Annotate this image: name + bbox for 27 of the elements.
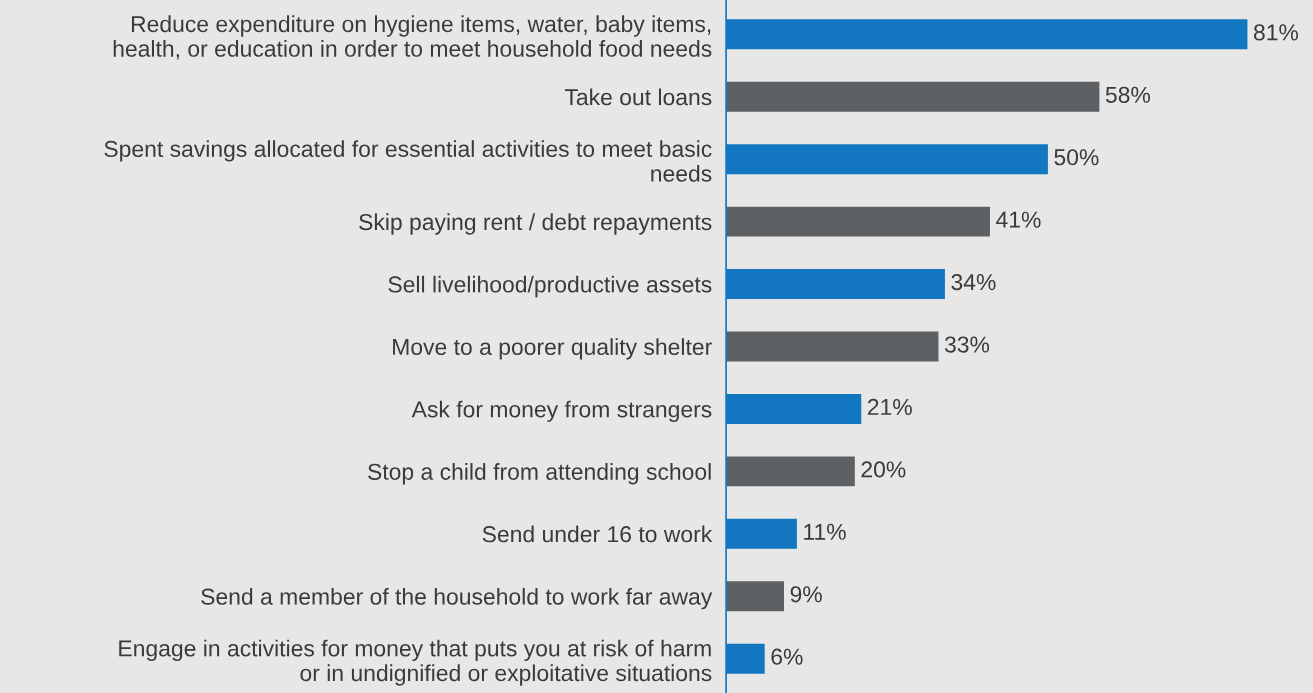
data-label: 9%: [790, 586, 822, 603]
y-tick-label: Sell livelihood/productive assets: [388, 275, 712, 298]
data-label: 58%: [1105, 86, 1150, 103]
data-label: 33%: [944, 336, 990, 353]
bar: [726, 331, 939, 362]
data-label: 34%: [951, 273, 996, 291]
y-tick-label: Send a member of the household to work far away: [201, 587, 713, 610]
y-tick-label: Move to a poorer quality shelter: [393, 338, 712, 360]
bar: [726, 81, 1100, 112]
y-tick-label: Send under 16 to work: [482, 525, 713, 543]
bar: [726, 206, 990, 237]
y-tick-label: Engage in activities for money that puts you at risk of harm or in undignified or exploitative situations: [119, 639, 712, 686]
y-tick-label: Skip paying rent / debt repayments: [359, 213, 712, 235]
bar: [726, 581, 785, 612]
y-tick-label: Ask for money from strangers: [411, 400, 712, 422]
data-label: 11%: [804, 523, 846, 540]
data-label: 50%: [1054, 149, 1099, 166]
data-label: 81%: [1253, 24, 1299, 41]
y-tick-label: Spent savings allocated for essential activities to meet basic needs: [104, 140, 712, 182]
bar: [726, 456, 855, 487]
data-label: 21%: [867, 398, 912, 415]
data-label: 20%: [861, 461, 906, 478]
data-label: 41%: [996, 211, 1041, 228]
data-label: 6%: [771, 648, 803, 665]
y-tick-label: Take out loans: [564, 88, 712, 106]
y-tick-label: Stop a child from attending school: [368, 463, 711, 485]
y-tick-label: Reduce expenditure on hygiene items, water, baby items, health, or education in order to meet household food needs: [113, 15, 712, 60]
